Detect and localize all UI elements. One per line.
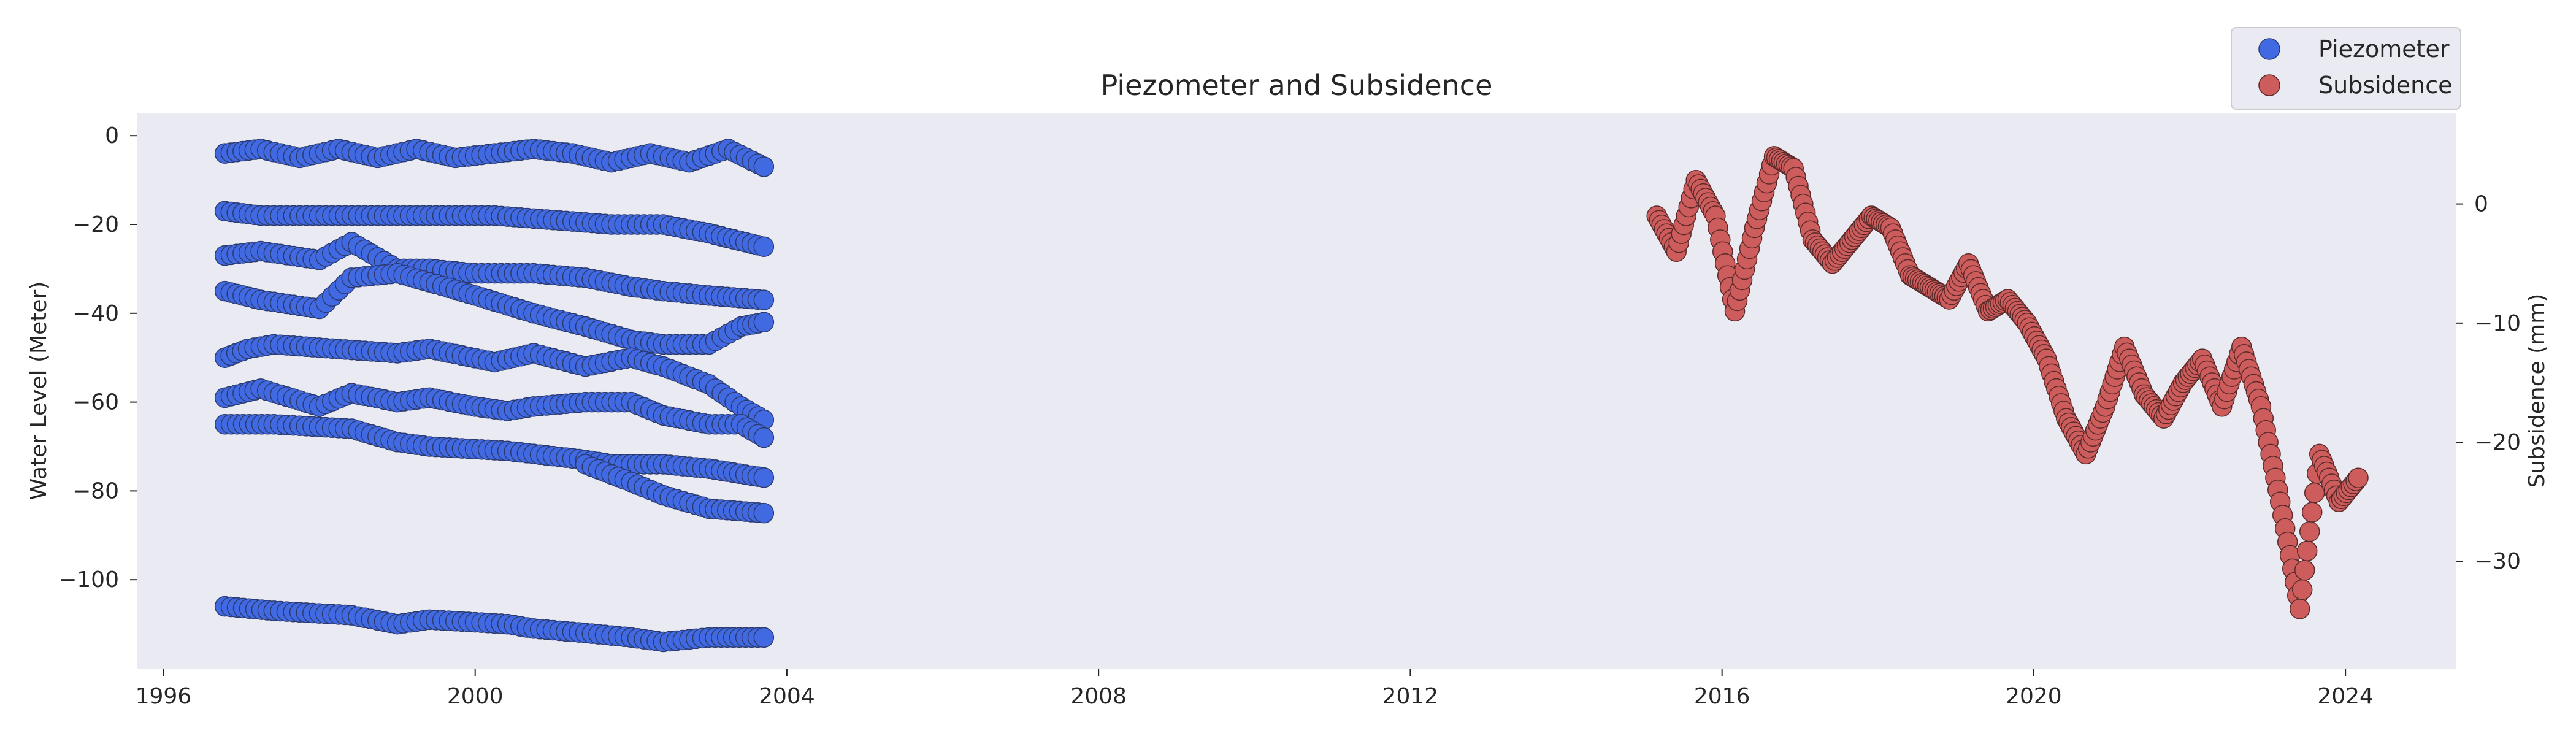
subsidence-point (2301, 502, 2323, 523)
subsidence-point (2296, 540, 2318, 561)
piezometer-point (753, 427, 775, 448)
legend-label-piezometer: Piezometer (2318, 36, 2450, 63)
plot-area (137, 113, 2456, 669)
y-left-tick-label: −40 (72, 301, 119, 326)
x-tick-label: 2008 (1070, 684, 1127, 709)
subsidence-point (2294, 560, 2315, 581)
piezometer-point (753, 289, 775, 310)
subsidence-point (2304, 482, 2325, 504)
piezometer-point (753, 312, 775, 333)
subsidence-point (2289, 599, 2310, 619)
x-tick-label: 1996 (136, 684, 192, 709)
subsidence-series (1646, 146, 2369, 619)
y-left-tick-label: −80 (72, 478, 119, 504)
legend: Piezometer Subsidence (2231, 27, 2461, 110)
piezometer-point (753, 502, 775, 524)
left-y-axis: 0 −20 −40 −60 −80 −100 (58, 123, 137, 592)
x-tick-label: 2024 (2317, 684, 2374, 709)
y-axis-label-right: Subsidence (mm) (2524, 294, 2550, 488)
y-right-tick-label: −20 (2474, 430, 2521, 455)
y-right-tick-label: −10 (2474, 311, 2521, 336)
x-tick-label: 2012 (1382, 684, 1439, 709)
x-axis: 1996 2000 2004 2008 2012 2016 2020 2024 (136, 669, 2374, 709)
chart-title: Piezometer and Subsidence (1101, 69, 1493, 102)
subsidence-point (2348, 467, 2369, 489)
x-tick-label: 2020 (2006, 684, 2062, 709)
x-tick-label: 2000 (447, 684, 504, 709)
legend-box (2231, 27, 2461, 110)
piezometer-point (753, 156, 775, 177)
y-left-tick-label: −60 (72, 390, 119, 415)
y-right-tick-label: −30 (2474, 549, 2521, 574)
subsidence-point (2291, 579, 2313, 600)
y-axis-label-left: Water Level (Meter) (26, 282, 52, 500)
legend-label-subsidence: Subsidence (2318, 72, 2453, 99)
piezometer-point (753, 236, 775, 257)
y-right-tick-label: 0 (2474, 192, 2488, 217)
piezometer-series (214, 139, 775, 653)
piezometer-point (753, 627, 775, 648)
right-y-axis: 0 −10 −20 −30 (2456, 192, 2521, 574)
x-tick-label: 2004 (759, 684, 815, 709)
y-left-tick-label: −100 (58, 567, 119, 592)
y-left-tick-label: −20 (72, 212, 119, 237)
piezometer-point (753, 467, 775, 488)
y-left-tick-label: 0 (105, 123, 119, 148)
legend-marker-subsidence (2258, 74, 2280, 96)
legend-marker-piezometer (2258, 38, 2280, 60)
x-tick-label: 2016 (1694, 684, 1750, 709)
subsidence-point (2299, 521, 2320, 542)
